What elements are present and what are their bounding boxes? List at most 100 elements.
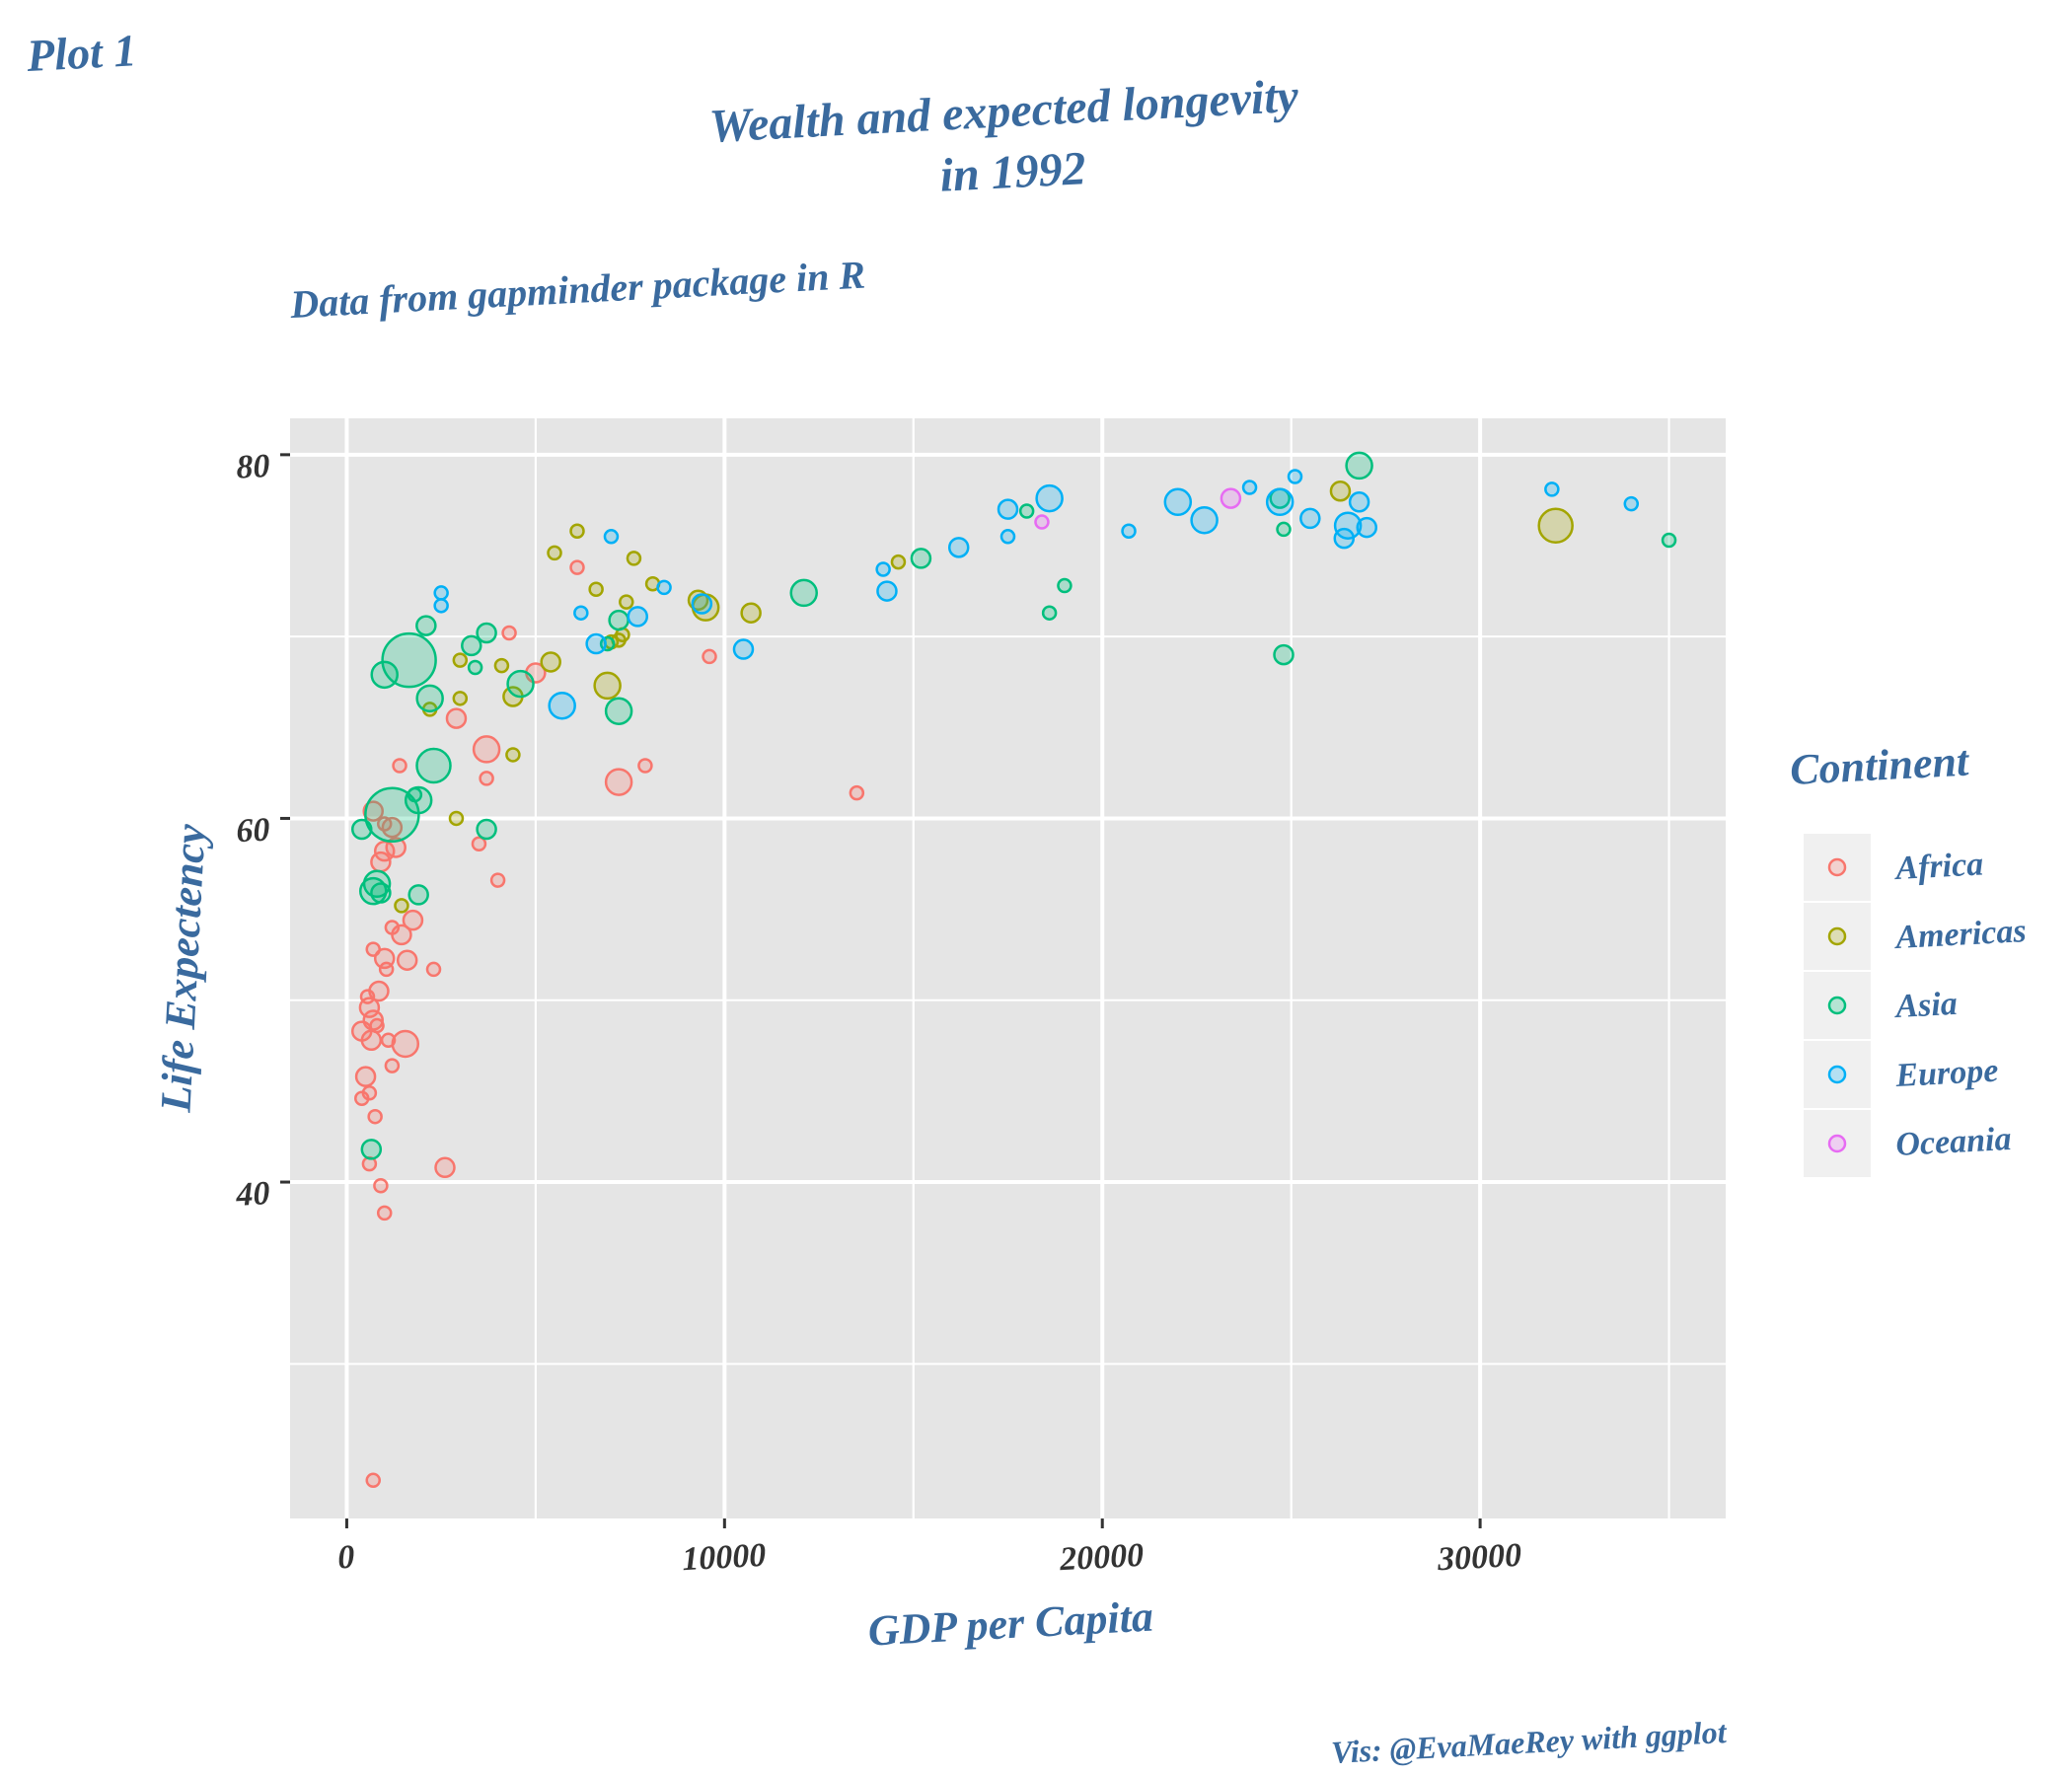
series-africa: [351, 559, 865, 1489]
caption: Vis: @EvaMaeRey with ggplot: [1330, 1714, 1728, 1770]
series-oceania: [1034, 487, 1242, 530]
legend-symbol: [1827, 1065, 1847, 1084]
data-point: [391, 924, 412, 946]
data-point: [362, 869, 392, 899]
data-point: [1241, 480, 1258, 495]
chart-subtitle: Data from gapminder package in R: [288, 253, 866, 328]
data-point: [433, 585, 449, 601]
data-point: [1333, 511, 1363, 540]
data-point: [506, 669, 535, 699]
data-point: [362, 800, 384, 822]
legend-label: Asia: [1892, 986, 1958, 1025]
data-point: [740, 602, 762, 624]
data-point: [360, 1029, 383, 1052]
data-point: [415, 615, 437, 636]
data-point: [1163, 487, 1193, 517]
x-tick-label: 0: [336, 1539, 355, 1577]
data-point: [1299, 507, 1321, 530]
data-point: [1034, 514, 1050, 530]
data-point: [656, 579, 672, 596]
data-point: [369, 1017, 385, 1034]
data-point: [376, 816, 393, 832]
data-point: [365, 1472, 381, 1489]
data-point: [619, 594, 634, 610]
y-tick-label: 40: [235, 1175, 271, 1214]
legend-title: Continent: [1789, 736, 1971, 793]
data-point: [947, 537, 970, 558]
chart-title: Wealth and expected longevity in 1992: [708, 69, 1315, 214]
data-point: [433, 598, 449, 614]
data-point: [384, 1058, 401, 1073]
data-point: [472, 735, 501, 764]
data-point: [588, 581, 604, 597]
data-point: [407, 786, 423, 803]
data-point: [997, 498, 1019, 520]
legend-key: [1804, 834, 1871, 901]
data-point: [489, 872, 506, 888]
data-point: [626, 551, 642, 566]
data-point: [493, 657, 510, 674]
data-point: [415, 684, 444, 713]
legend-label: Africa: [1892, 846, 1984, 887]
data-point: [876, 580, 898, 602]
data-point: [391, 1029, 420, 1059]
data-point: [1018, 503, 1035, 519]
data-point: [1348, 491, 1370, 513]
data-point: [1121, 523, 1137, 540]
data-point: [849, 784, 865, 801]
data-point: [373, 1177, 389, 1194]
y-tick-label: 80: [236, 448, 271, 486]
legend-entry-asia: Asia: [1804, 972, 1959, 1039]
data-point: [448, 810, 465, 827]
data-point: [467, 659, 483, 676]
data-point: [445, 707, 468, 729]
data-point: [373, 840, 396, 862]
data-point: [1623, 495, 1640, 512]
data-point: [1265, 487, 1295, 517]
legend-entries: Africa Americas Asia Europe Oceania: [1804, 834, 2027, 1177]
legend-symbol: [1827, 996, 1847, 1015]
legend-label: Europe: [1893, 1053, 1999, 1094]
x-tick-label: 30000: [1436, 1537, 1522, 1578]
data-points: [351, 451, 1677, 1489]
data-point: [1329, 480, 1352, 502]
data-point: [1345, 451, 1373, 481]
data-point: [407, 884, 429, 906]
data-point: [381, 631, 437, 689]
legend: Continent Africa Americas Asia Europe Oceani…: [1789, 736, 2027, 1177]
data-point: [360, 1139, 383, 1160]
data-point: [1287, 469, 1303, 484]
data-point: [604, 697, 633, 725]
data-point: [354, 1066, 377, 1087]
data-point: [789, 578, 818, 608]
legend-key: [1804, 903, 1871, 970]
data-point: [452, 652, 469, 668]
data-point: [604, 768, 633, 796]
series-europe: [433, 469, 1640, 720]
axis-ticks: 0 10000 20000 30000 40 60 80: [235, 448, 1522, 1578]
legend-label: Oceania: [1894, 1121, 2012, 1163]
data-point: [875, 561, 891, 577]
plot-panel: [290, 418, 1726, 1518]
data-point: [402, 909, 424, 931]
data-point: [548, 691, 576, 720]
data-point: [540, 651, 561, 673]
data-point: [569, 523, 585, 540]
legend-symbol: [1827, 926, 1847, 946]
data-point: [608, 609, 629, 631]
grid-lines: [290, 418, 1726, 1518]
data-point: [1190, 505, 1219, 535]
data-point: [585, 632, 607, 655]
x-tick-label: 20000: [1058, 1537, 1145, 1578]
data-point: [732, 638, 755, 660]
data-point: [1057, 577, 1073, 594]
data-point: [505, 747, 521, 763]
legend-symbol: [1827, 857, 1847, 877]
x-tick-label: 10000: [681, 1537, 767, 1578]
data-point: [1356, 516, 1377, 539]
x-axis-label: GDP per Capita: [867, 1591, 1154, 1655]
data-point: [1041, 605, 1058, 621]
data-point: [593, 671, 622, 701]
data-point: [425, 961, 442, 978]
